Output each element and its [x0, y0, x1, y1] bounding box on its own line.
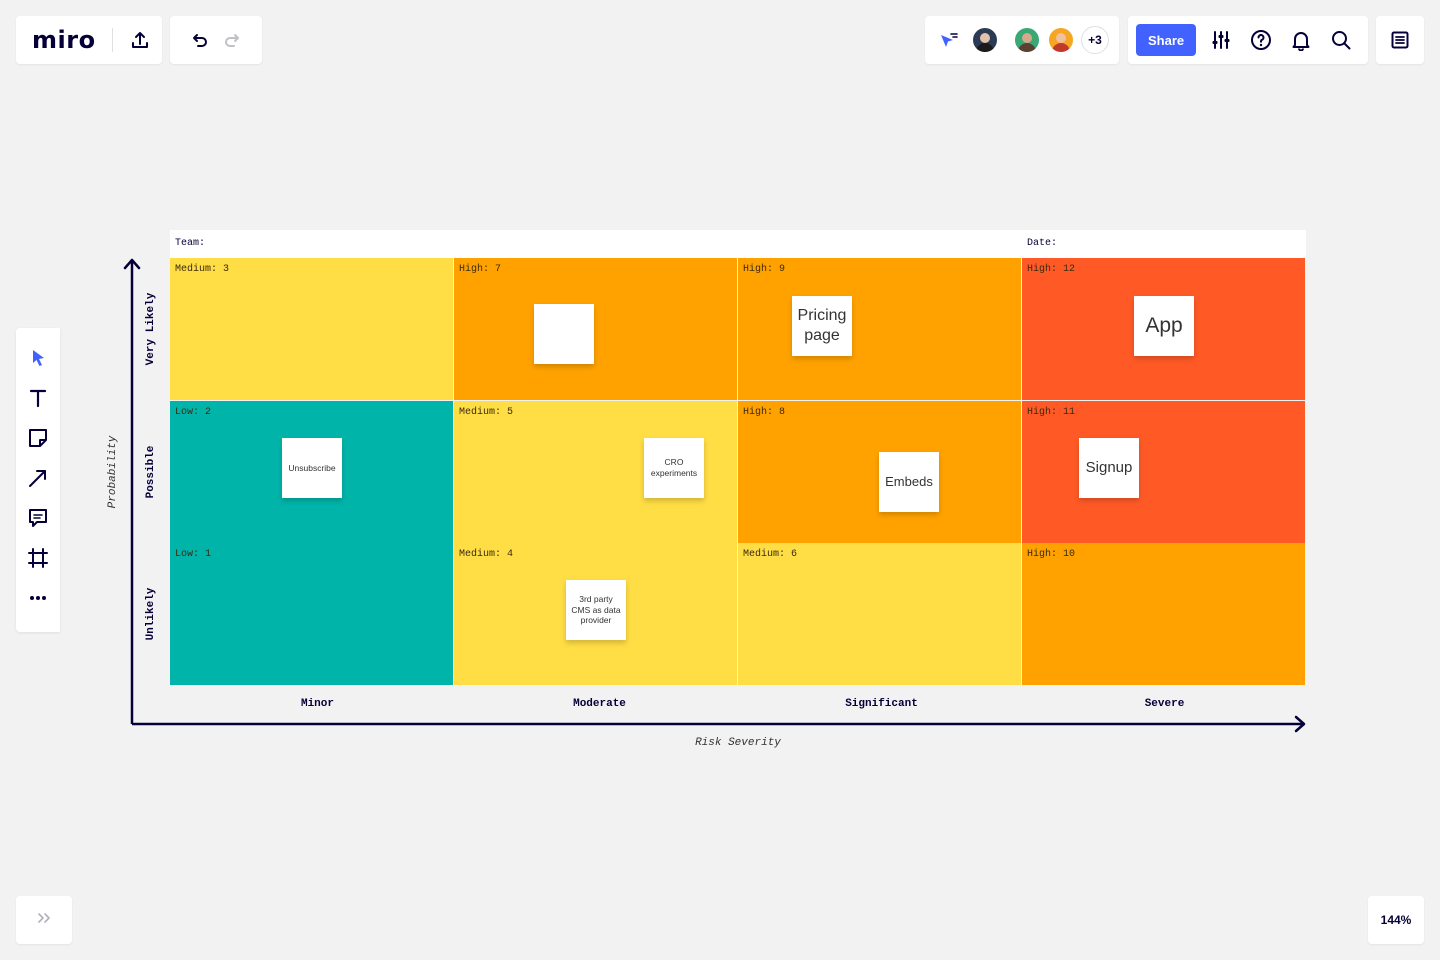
column-label-minor: Minor	[300, 698, 334, 710]
sticky-note[interactable]: App	[1134, 296, 1194, 356]
row-label-unlikely: Unlikely	[145, 587, 157, 641]
export-icon[interactable]	[123, 23, 157, 57]
collaborators-panel: +3	[925, 16, 1119, 64]
sticky-note[interactable]: CRO experiments	[644, 438, 704, 498]
cell-score-label: Low: 1	[175, 549, 212, 560]
cell-score-label: High: 9	[743, 264, 786, 275]
column-label-significant: Significant	[845, 698, 918, 710]
double-chevron-right-icon	[37, 911, 51, 929]
cell-score-label: High: 7	[459, 264, 502, 275]
matrix-cell[interactable]: High: 7	[454, 258, 737, 400]
zoom-percentage: 144%	[1380, 913, 1412, 927]
comment-icon[interactable]	[20, 500, 56, 536]
cell-score-label: High: 12	[1027, 264, 1076, 275]
zoom-level[interactable]: 144%	[1368, 896, 1424, 944]
select-cursor-icon[interactable]	[20, 340, 56, 376]
sticky-note[interactable]: Pricing page	[792, 296, 852, 356]
expand-panel-button[interactable]	[16, 896, 72, 944]
sticky-note-icon[interactable]	[20, 420, 56, 456]
top-left-panel: miro	[16, 16, 162, 64]
search-icon[interactable]	[1324, 23, 1358, 57]
notifications-bell-icon[interactable]	[1284, 23, 1318, 57]
frame-icon[interactable]	[20, 540, 56, 576]
date-label: Date:	[1027, 238, 1058, 249]
undo-redo-panel	[170, 16, 262, 64]
creation-toolbar	[16, 328, 60, 632]
board-menu-panel	[1376, 16, 1424, 64]
matrix-cell[interactable]: High: 11	[1022, 401, 1305, 543]
team-label: Team:	[175, 238, 206, 249]
row-label-possible: Possible	[145, 445, 157, 499]
sticky-note[interactable]: Unsubscribe	[282, 438, 342, 498]
redo-icon[interactable]	[216, 23, 250, 57]
help-icon[interactable]	[1244, 23, 1278, 57]
column-label-moderate: Moderate	[573, 698, 626, 710]
matrix-cell[interactable]: High: 10	[1022, 543, 1305, 685]
matrix-cell[interactable]: Medium: 6	[738, 543, 1021, 685]
cell-score-label: High: 11	[1027, 407, 1076, 418]
sticky-note[interactable]: 3rd party CMS as data provider	[566, 580, 626, 640]
miro-logo[interactable]: miro	[32, 26, 96, 54]
divider	[111, 28, 113, 52]
row-label-very-likely: Very Likely	[145, 292, 157, 366]
cell-score-label: High: 10	[1027, 549, 1076, 560]
template-header: Team: Date:	[170, 230, 1306, 258]
matrix-cell[interactable]: Low: 1	[170, 543, 453, 685]
cell-score-label: High: 8	[743, 407, 786, 418]
connection-line-icon[interactable]	[20, 460, 56, 496]
cell-score-label: Medium: 6	[743, 549, 798, 560]
more-tools-icon[interactable]	[20, 580, 56, 616]
cell-score-label: Medium: 3	[175, 264, 230, 275]
matrix-cell[interactable]: Medium: 3	[170, 258, 453, 400]
board-list-icon[interactable]	[1383, 23, 1417, 57]
text-tool-icon[interactable]	[20, 380, 56, 416]
cell-score-label: Medium: 4	[459, 549, 514, 560]
share-button[interactable]: Share	[1136, 24, 1197, 56]
sticky-note[interactable]: Signup	[1079, 438, 1139, 498]
follow-cursor-icon[interactable]	[931, 23, 965, 57]
more-collaborators-badge[interactable]: +3	[1081, 26, 1109, 54]
x-axis-title: Risk Severity	[695, 737, 781, 749]
sticky-note[interactable]	[534, 304, 594, 364]
cell-score-label: Medium: 5	[459, 407, 514, 418]
avatar[interactable]	[971, 26, 999, 54]
cell-score-label: Low: 2	[175, 407, 212, 418]
share-tools-panel: Share	[1128, 16, 1368, 64]
undo-icon[interactable]	[182, 23, 216, 57]
sticky-note[interactable]: Embeds	[879, 452, 939, 512]
avatar[interactable]	[1013, 26, 1041, 54]
column-label-severe: Severe	[1144, 698, 1185, 710]
settings-sliders-icon[interactable]	[1204, 23, 1238, 57]
matrix-cell[interactable]: High: 9	[738, 258, 1021, 400]
avatar[interactable]	[1047, 26, 1075, 54]
y-axis-title: Probability	[107, 435, 119, 509]
